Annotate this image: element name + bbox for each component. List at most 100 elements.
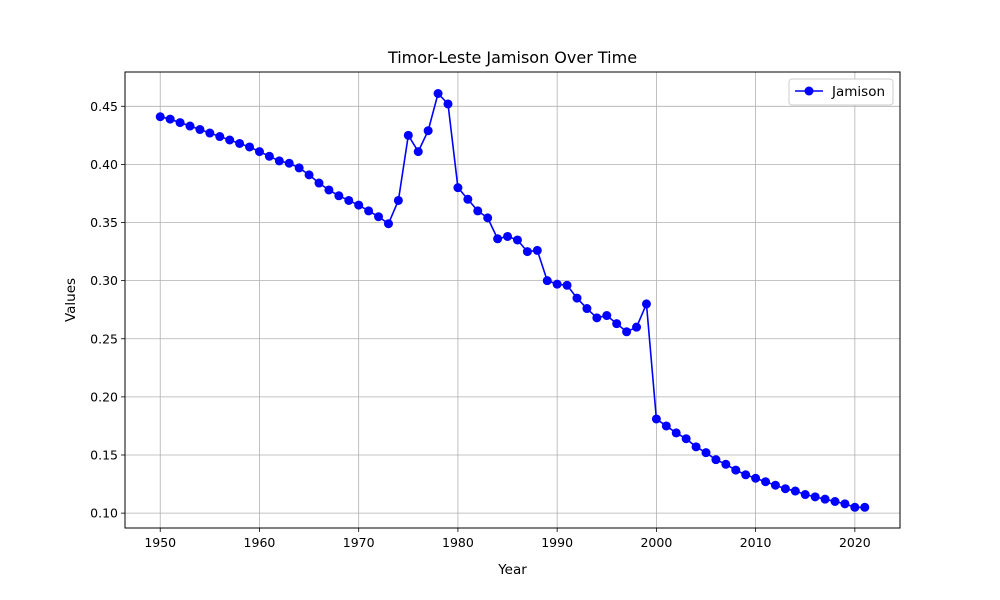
- data-point: [393, 195, 403, 205]
- plot-frame: [124, 71, 901, 529]
- data-point: [800, 490, 810, 500]
- data-point: [324, 185, 334, 195]
- data-point: [651, 414, 661, 424]
- y-tick-label: 0.15: [90, 448, 118, 463]
- x-tick-label: 1970: [343, 535, 375, 550]
- data-point: [185, 121, 195, 131]
- data-point: [453, 183, 463, 193]
- data-point: [274, 156, 284, 166]
- data-point: [423, 126, 433, 136]
- data-point: [304, 170, 314, 180]
- y-axis-ticks: 0.10 0.15 0.20 0.25 0.30 0.35 0.40 0.45: [90, 99, 125, 521]
- data-point: [751, 473, 761, 483]
- y-tick-label: 0.35: [90, 215, 118, 230]
- data-point: [691, 442, 701, 452]
- data-point: [542, 276, 552, 286]
- data-point: [354, 200, 364, 210]
- data-point: [562, 280, 572, 290]
- data-point: [344, 195, 354, 205]
- x-tick-label: 2020: [839, 535, 871, 550]
- series-layer: [155, 89, 870, 512]
- x-tick-label: 1960: [244, 535, 276, 550]
- data-point: [473, 206, 483, 216]
- data-point: [314, 178, 324, 188]
- data-point: [235, 138, 245, 148]
- data-point: [632, 322, 642, 332]
- data-point: [701, 448, 711, 458]
- data-point: [671, 428, 681, 438]
- x-tick-label: 2000: [640, 535, 672, 550]
- data-point: [364, 206, 374, 216]
- data-point: [155, 112, 165, 122]
- y-tick-label: 0.10: [90, 506, 118, 521]
- x-axis-label: Year: [497, 562, 527, 578]
- data-point: [443, 99, 453, 109]
- data-point: [731, 465, 741, 475]
- data-point: [721, 459, 731, 469]
- data-point: [790, 486, 800, 496]
- data-point: [264, 151, 274, 161]
- data-point: [860, 502, 870, 512]
- data-point: [582, 304, 592, 314]
- x-tick-label: 1950: [144, 535, 176, 550]
- x-tick-label: 1990: [541, 535, 573, 550]
- data-point: [770, 480, 780, 490]
- data-point: [840, 499, 850, 509]
- data-point: [294, 163, 304, 173]
- data-point: [532, 245, 542, 255]
- data-point: [552, 279, 562, 289]
- data-point: [641, 299, 651, 309]
- data-point: [602, 311, 612, 321]
- data-point: [741, 470, 751, 480]
- data-point: [245, 142, 255, 152]
- legend-marker-swatch: [804, 86, 814, 96]
- data-point: [383, 219, 393, 229]
- data-point: [334, 191, 344, 201]
- x-tick-label: 2010: [740, 535, 772, 550]
- data-point: [433, 89, 443, 99]
- data-point: [661, 421, 671, 431]
- data-point: [254, 147, 264, 157]
- data-point: [780, 484, 790, 494]
- legend-label: Jamison: [831, 84, 885, 100]
- data-point: [761, 477, 771, 487]
- data-point: [612, 319, 622, 329]
- data-point: [622, 327, 632, 337]
- data-point: [850, 502, 860, 512]
- data-point: [681, 434, 691, 444]
- y-axis-label: Values: [63, 278, 79, 322]
- data-point: [403, 130, 413, 140]
- data-point: [820, 494, 830, 504]
- data-point: [165, 114, 175, 124]
- data-point: [205, 128, 215, 138]
- data-point: [463, 194, 473, 204]
- data-point: [711, 455, 721, 465]
- y-tick-label: 0.45: [90, 99, 118, 114]
- data-point: [374, 212, 384, 222]
- chart-title: Timor-Leste Jamison Over Time: [387, 48, 637, 67]
- y-tick-label: 0.25: [90, 331, 118, 346]
- legend: Jamison: [788, 78, 894, 106]
- y-tick-label: 0.30: [90, 273, 118, 288]
- y-tick-label: 0.20: [90, 389, 118, 404]
- grid-lines: [125, 72, 900, 528]
- y-tick-label: 0.40: [90, 157, 118, 172]
- data-point: [284, 158, 294, 168]
- x-axis-ticks: 1950 1960 1970 1980 1990 2000 2010 2020: [144, 528, 871, 550]
- legend-box: [788, 78, 894, 106]
- data-point: [413, 147, 423, 157]
- data-point: [175, 118, 185, 128]
- data-point: [195, 125, 205, 135]
- data-point: [512, 235, 522, 245]
- data-point: [810, 492, 820, 502]
- data-point: [483, 213, 493, 223]
- x-tick-label: 1980: [442, 535, 474, 550]
- data-point: [493, 234, 503, 244]
- data-point: [522, 247, 532, 257]
- data-point: [225, 135, 235, 145]
- data-point: [215, 132, 225, 142]
- data-point: [572, 293, 582, 303]
- data-point: [503, 231, 513, 241]
- data-point: [592, 313, 602, 323]
